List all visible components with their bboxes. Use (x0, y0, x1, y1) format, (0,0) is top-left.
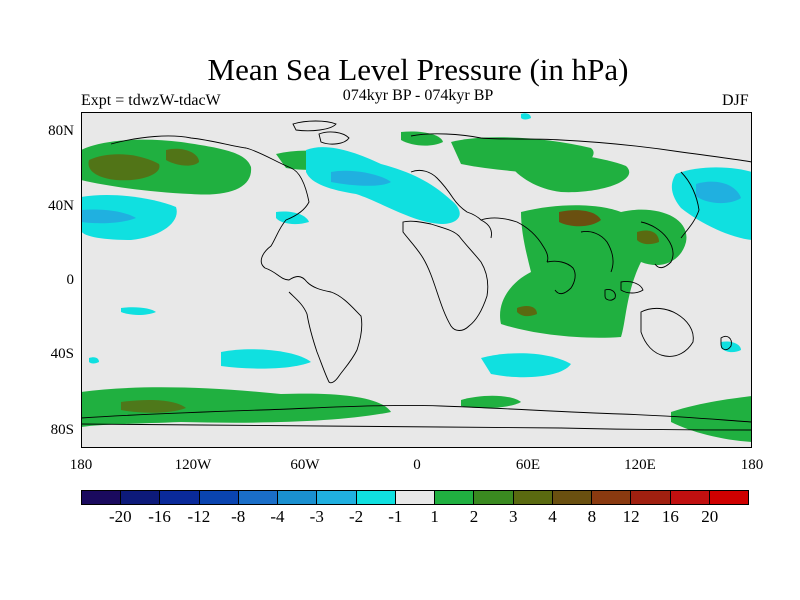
colorbar-label: -12 (187, 507, 211, 526)
colorbar-label: -4 (270, 507, 285, 526)
colorbar-swatch (513, 491, 553, 504)
map-title: Mean Sea Level Pressure (in hPa) (207, 52, 629, 87)
lat-label-0: 0 (66, 272, 75, 288)
pressure-map (81, 112, 752, 448)
lat-label-40n: 40N (48, 198, 74, 214)
lon-label-180w: 180 (69, 457, 93, 473)
period-label: 074kyr BP - 074kyr BP (342, 87, 494, 104)
colorbar-swatch (474, 491, 514, 504)
lon-label-60e: 60E (515, 457, 541, 473)
colorbar-label: 8 (587, 507, 597, 526)
colorbar-swatch (435, 491, 475, 504)
colorbar-swatch (199, 491, 239, 504)
colorbar-label: 1 (430, 507, 439, 526)
colorbar (81, 490, 749, 505)
lon-label-180e: 180 (740, 457, 764, 473)
coastlines (81, 120, 752, 431)
colorbar-label: 20 (701, 507, 719, 526)
colorbar-label: 3 (508, 507, 518, 526)
colorbar-swatch (82, 491, 122, 504)
colorbar-label: -1 (388, 507, 403, 526)
colorbar-label: -3 (309, 507, 324, 526)
colorbar-label: -2 (348, 507, 364, 526)
positive-anomalies (81, 131, 752, 442)
lon-label-120e: 120E (624, 457, 656, 473)
colorbar-swatch (631, 491, 671, 504)
colorbar-swatch (160, 491, 200, 504)
lat-label-80n: 80N (48, 123, 74, 139)
lat-label-40s: 40S (50, 346, 74, 362)
lon-label-120w: 120W (174, 457, 212, 473)
map-panel (81, 112, 752, 448)
colorbar-label: 12 (622, 507, 640, 526)
lon-label-0: 0 (413, 457, 421, 473)
colorbar-swatch (395, 491, 436, 504)
lat-label-80s: 80S (50, 422, 74, 438)
experiment-label: Expt = tdwzW-tdacW (81, 92, 221, 109)
colorbar-swatch (238, 491, 279, 504)
colorbar-label: 4 (548, 507, 557, 526)
colorbar-swatch (121, 491, 161, 504)
season-label: DJF (722, 92, 749, 109)
colorbar-label: 16 (661, 507, 679, 526)
negative-anomalies (81, 113, 752, 378)
colorbar-label: 2 (469, 507, 479, 526)
colorbar-label: -8 (231, 507, 246, 526)
colorbar-swatch (709, 491, 748, 504)
colorbar-swatch (670, 491, 710, 504)
map-frame (81, 112, 752, 448)
colorbar-swatch (592, 491, 632, 504)
colorbar-label: -20 (108, 507, 132, 526)
colorbar-swatch (317, 491, 357, 504)
colorbar-label: -16 (148, 507, 171, 526)
colorbar-swatch (552, 491, 593, 504)
lon-label-60w: 60W (290, 457, 320, 473)
colorbar-swatch (278, 491, 318, 504)
colorbar-swatch (356, 491, 396, 504)
